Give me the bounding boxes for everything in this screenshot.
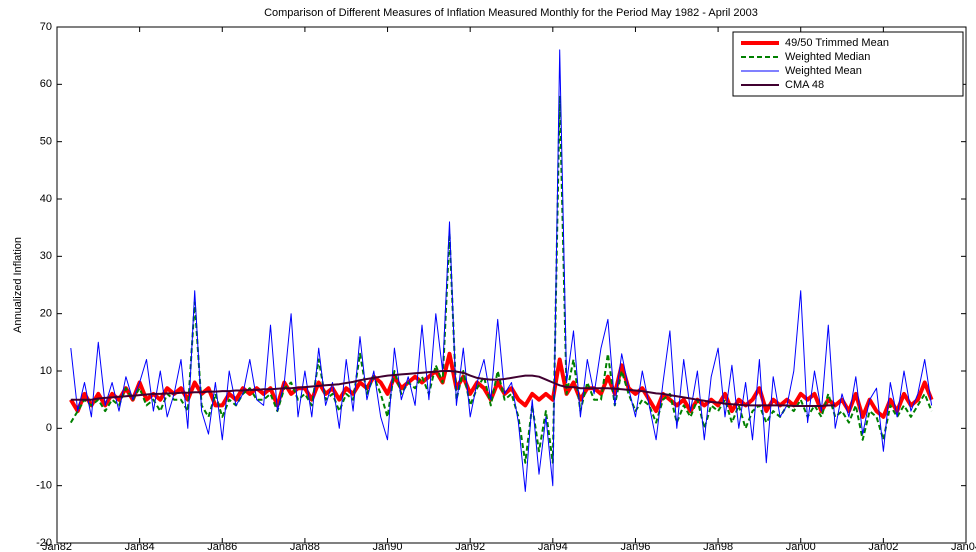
y-tick-label: 30 <box>40 250 52 262</box>
line-series <box>70 370 836 407</box>
y-tick-label: 50 <box>40 136 52 148</box>
legend-label: Weighted Mean <box>785 65 862 77</box>
plot-frame <box>56 26 967 544</box>
y-tick-label: 0 <box>46 422 52 434</box>
y-tick-label: 10 <box>40 365 52 377</box>
x-tick-label: Jan90 <box>373 541 403 552</box>
y-tick-label: 40 <box>40 193 52 205</box>
y-tick-label: -20 <box>36 537 52 549</box>
y-tick-label: 20 <box>40 308 52 320</box>
x-tick-label: Jan86 <box>207 541 237 552</box>
x-tick-label: Jan00 <box>786 541 816 552</box>
y-tick-label: 60 <box>40 78 52 90</box>
y-tick-label: -10 <box>36 480 52 492</box>
x-tick-label: Jan98 <box>703 541 733 552</box>
x-tick-label: Jan02 <box>868 541 898 552</box>
x-tick-label: Jan92 <box>455 541 485 552</box>
x-tick-label: Jan88 <box>290 541 320 552</box>
legend-label: CMA 48 <box>785 79 824 91</box>
x-tick-label: Jan94 <box>538 541 568 552</box>
legend-label: 49/50 Trimmed Mean <box>785 37 889 49</box>
y-tick-label: 70 <box>40 21 52 33</box>
x-tick-label: Jan84 <box>125 541 155 552</box>
legend-label: Weighted Median <box>785 51 870 63</box>
y-axis-label: Annualized Inflation <box>12 237 24 333</box>
x-tick-label: Jan96 <box>620 541 650 552</box>
x-tick-label: Jan82 <box>42 541 72 552</box>
chart-title: Comparison of Different Measures of Infl… <box>264 7 758 19</box>
